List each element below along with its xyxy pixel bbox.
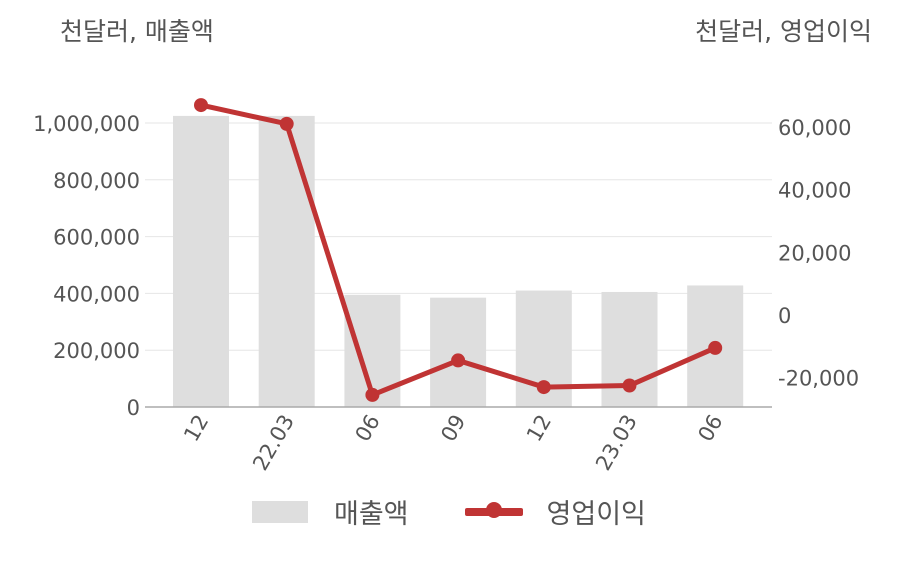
left-axis-tick-label: 0 [127, 396, 140, 420]
operating-profit-point [194, 98, 208, 113]
operating-profit-point [622, 378, 637, 393]
right-axis-tick-label: -20,000 [778, 367, 859, 391]
left-axis-tick-label: 800,000 [53, 169, 140, 193]
revenue-bar [258, 115, 315, 408]
x-axis-tick-label: 09 [436, 411, 470, 446]
legend-bar-label: 매출액 [334, 499, 409, 530]
right-axis-unit: 천달러, 영업이익 [695, 17, 872, 46]
revenue-bar [430, 297, 487, 407]
left-axis-tick-label: 400,000 [53, 282, 140, 306]
combo-chart: 0 200,000 400,000 600,000 800,000 1,000,000 -… [33, 98, 859, 475]
x-axis-tick-label: 06 [693, 411, 727, 446]
revenue-bar [173, 115, 229, 408]
right-axis-tick-label: 0 [778, 304, 791, 328]
left-axis-tick-label: 600,000 [53, 226, 140, 250]
left-axis-tick-label: 200,000 [53, 339, 140, 363]
operating-profit-point [365, 387, 380, 402]
right-axis-tick-label: 60,000 [778, 116, 851, 140]
x-axis-tick-label: 12 [179, 411, 213, 446]
x-axis-tick-label: 06 [351, 411, 385, 446]
right-axis-tick-label: 20,000 [778, 241, 851, 265]
operating-profit-point [451, 353, 466, 368]
x-axis-tick-label: 22.03 [248, 411, 299, 475]
legend-bar-swatch [252, 500, 308, 523]
operating-profit-point [536, 380, 551, 395]
legend-line-swatch [464, 501, 523, 518]
x-axis-tick-label: 12 [522, 411, 556, 446]
right-axis-tick-label: 40,000 [778, 179, 851, 203]
operating-profit-point [708, 340, 723, 355]
legend: 매출액 영업이익 [252, 492, 646, 531]
x-axis-tick-label: 23.03 [591, 411, 642, 475]
left-axis-tick-label: 1,000,000 [33, 112, 140, 136]
left-axis-unit: 천달러, 매출액 [60, 17, 214, 46]
legend-line-label: 영업이익 [546, 499, 646, 530]
operating-profit-point [279, 116, 294, 131]
